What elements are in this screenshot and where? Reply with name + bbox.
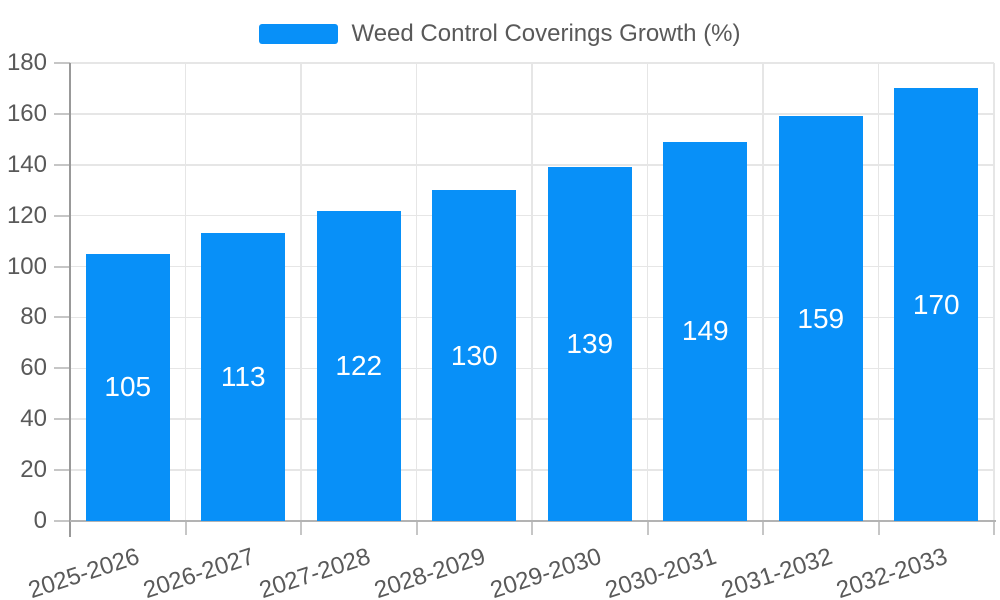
- bar-value-label: 159: [797, 302, 845, 334]
- x-axis-tick: [531, 521, 533, 535]
- gridline-vertical: [184, 63, 187, 521]
- y-axis-tick: [54, 520, 70, 522]
- gridline-vertical: [646, 63, 649, 521]
- y-axis-tick: [54, 469, 70, 472]
- legend-item[interactable]: Weed Control Coverings Growth (%): [0, 17, 1000, 51]
- y-axis-tick: [54, 62, 70, 64]
- y-axis-tick: [54, 265, 70, 268]
- bar-value-label: 122: [335, 349, 383, 381]
- gridline-vertical: [415, 63, 418, 521]
- bar: [432, 190, 517, 521]
- bar-value-label: 105: [104, 371, 152, 403]
- y-tick-label: 160: [6, 99, 47, 127]
- y-axis-tick: [54, 418, 70, 421]
- y-axis-tick: [54, 316, 70, 319]
- bar-value-label: 139: [566, 328, 614, 360]
- x-axis-tick: [184, 521, 187, 535]
- gridline-vertical: [877, 63, 880, 521]
- gridline-vertical: [531, 63, 533, 521]
- legend-swatch-icon: [259, 24, 339, 44]
- bar: [894, 88, 979, 521]
- y-tick-label: 180: [6, 49, 47, 76]
- y-tick-label: 0: [33, 507, 47, 534]
- x-axis-tick: [993, 521, 995, 535]
- y-tick-label: 60: [20, 354, 47, 382]
- gridline-horizontal: [70, 62, 994, 64]
- bar: [85, 253, 170, 521]
- y-axis-tick: [54, 367, 70, 370]
- bar-value-label: 149: [681, 315, 729, 347]
- y-tick-label: 40: [20, 405, 47, 433]
- bar-value-label: 130: [450, 339, 498, 371]
- gridline-vertical: [993, 63, 995, 521]
- y-axis-tick: [54, 163, 70, 166]
- x-axis-tick: [762, 521, 764, 535]
- y-tick-label: 120: [6, 201, 47, 229]
- bar: [201, 233, 286, 521]
- legend-label: Weed Control Coverings Growth (%): [351, 20, 741, 47]
- bar-value-label: 113: [220, 361, 266, 393]
- y-axis-line: [69, 63, 71, 537]
- y-tick-label: 20: [20, 456, 47, 484]
- bar: [663, 141, 748, 521]
- bar: [316, 210, 401, 521]
- x-axis-tick: [69, 521, 71, 535]
- x-axis-tick: [646, 521, 649, 535]
- gridline-vertical: [762, 63, 764, 521]
- y-tick-label: 140: [6, 150, 47, 178]
- x-axis-tick: [415, 521, 418, 535]
- y-tick-label: 100: [6, 252, 47, 280]
- bar: [778, 116, 863, 521]
- x-axis-tick: [877, 521, 880, 535]
- y-axis-tick: [54, 112, 70, 115]
- bar: [547, 167, 632, 521]
- y-axis-tick: [54, 214, 70, 217]
- x-axis-tick: [300, 521, 302, 535]
- gridline-horizontal: [70, 113, 994, 115]
- gridline-vertical: [300, 63, 302, 521]
- y-tick-label: 80: [20, 303, 47, 331]
- bar-value-label: 170: [912, 288, 960, 320]
